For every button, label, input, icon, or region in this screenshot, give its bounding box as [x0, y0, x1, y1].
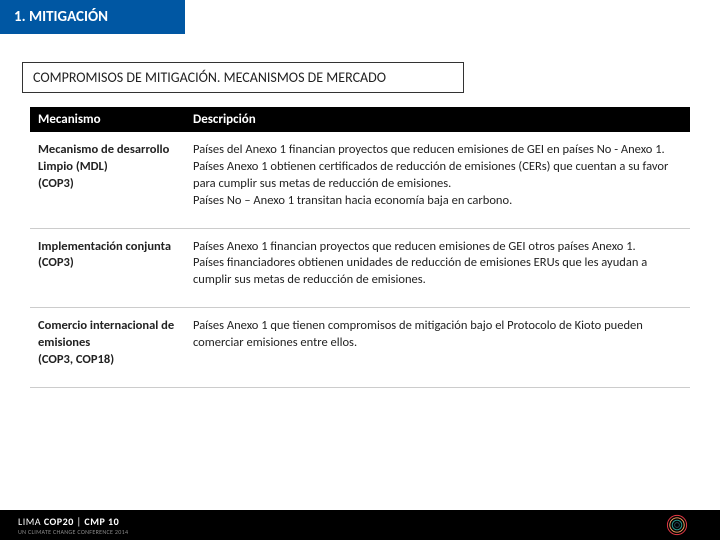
cell-mecanismo: Mecanismo de desarrollo Limpio (MDL)(COP… — [30, 132, 185, 228]
table-header-row: Mecanismo Descripción — [30, 107, 690, 132]
table-row: Implementación conjunta(COP3) Países Ane… — [30, 228, 690, 308]
col-header-descripcion: Descripción — [185, 107, 690, 132]
cell-descripcion: Países Anexo 1 financian proyectos que r… — [185, 228, 690, 308]
cell-descripcion: Países Anexo 1 que tienen compromisos de… — [185, 308, 690, 388]
footer-logo-sub: UN CLIMATE CHANGE CONFERENCE 2014 — [18, 528, 128, 536]
subtitle-text: COMPROMISOS DE MITIGACIÓN. MECANISMOS DE… — [33, 69, 386, 86]
cell-mecanismo: Comercio internacional de emisiones(COP3… — [30, 308, 185, 388]
col-header-mecanismo: Mecanismo — [30, 107, 185, 132]
section-header: 1. MITIGACIÓN — [0, 0, 185, 34]
mechanisms-table: Mecanismo Descripción Mecanismo de desar… — [30, 107, 690, 388]
footer-bar: LIMA COP20 | CMP 10 UN CLIMATE CHANGE CO… — [0, 510, 720, 540]
section-title: 1. MITIGACIÓN — [14, 8, 108, 26]
cell-mecanismo: Implementación conjunta(COP3) — [30, 228, 185, 308]
footer-logo: LIMA COP20 | CMP 10 UN CLIMATE CHANGE CO… — [18, 515, 128, 536]
footer-logo-main: LIMA COP20 | CMP 10 — [18, 515, 128, 528]
footer-swirl-icon — [652, 513, 702, 537]
cell-descripcion: Países del Anexo 1 financian proyectos q… — [185, 132, 690, 228]
table-row: Mecanismo de desarrollo Limpio (MDL)(COP… — [30, 132, 690, 228]
table-row: Comercio internacional de emisiones(COP3… — [30, 308, 690, 388]
subtitle-box: COMPROMISOS DE MITIGACIÓN. MECANISMOS DE… — [22, 62, 464, 93]
